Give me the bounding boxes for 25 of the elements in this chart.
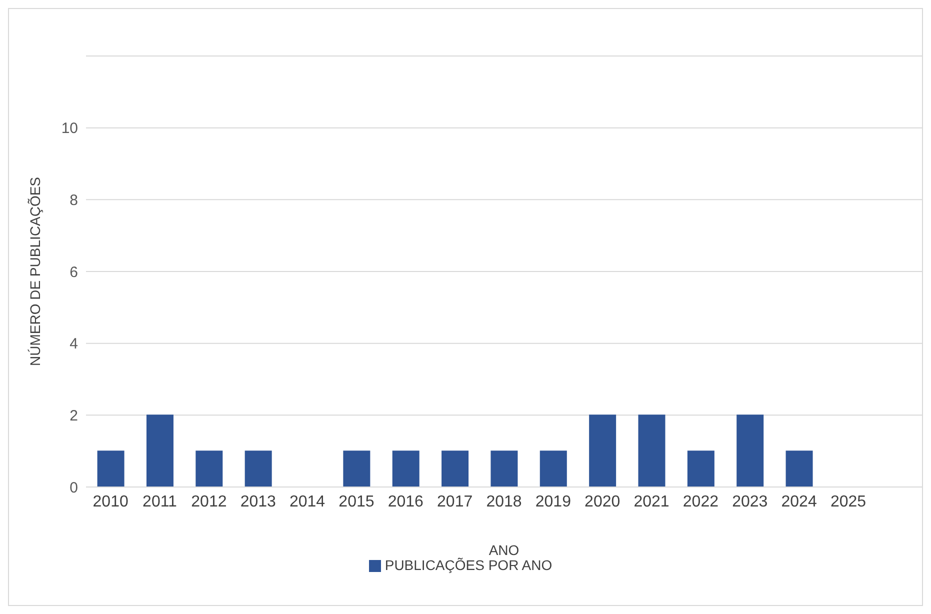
y-tick-label: 4	[70, 336, 78, 353]
x-tick-label: 2014	[289, 493, 326, 510]
x-tick-label: 2011	[142, 493, 178, 510]
y-tick-label: 6	[70, 264, 78, 281]
x-tick-label: 2019	[535, 493, 572, 510]
y-tick-label: 2	[70, 407, 78, 424]
x-tick-label: 2012	[191, 493, 227, 510]
x-tick-label: 2015	[338, 493, 374, 510]
legend-label: PUBLICAÇÕES POR ANO	[384, 557, 552, 573]
y-axis-title: NÚMERO DE PUBLICAÇÕES	[26, 176, 43, 366]
x-tick-label: 2023	[732, 493, 768, 510]
x-tick-label: 2018	[486, 493, 522, 510]
x-tick-label: 2013	[240, 493, 276, 510]
y-tick-label: 0	[70, 479, 78, 496]
x-tick-label: 2022	[682, 493, 719, 510]
x-tick-label: 2025	[830, 493, 866, 510]
y-tick-label: 8	[70, 192, 78, 209]
x-axis-title: ANO	[488, 542, 520, 558]
x-tick-label: 2017	[437, 493, 473, 510]
x-tick-label: 2010	[92, 493, 128, 510]
y-tick-label: 10	[61, 120, 78, 138]
x-tick-label: 2021	[634, 493, 670, 510]
x-tick-label: 2024	[781, 493, 817, 510]
x-tick-label: 2016	[388, 493, 424, 510]
x-tick-label: 2020	[584, 493, 620, 510]
